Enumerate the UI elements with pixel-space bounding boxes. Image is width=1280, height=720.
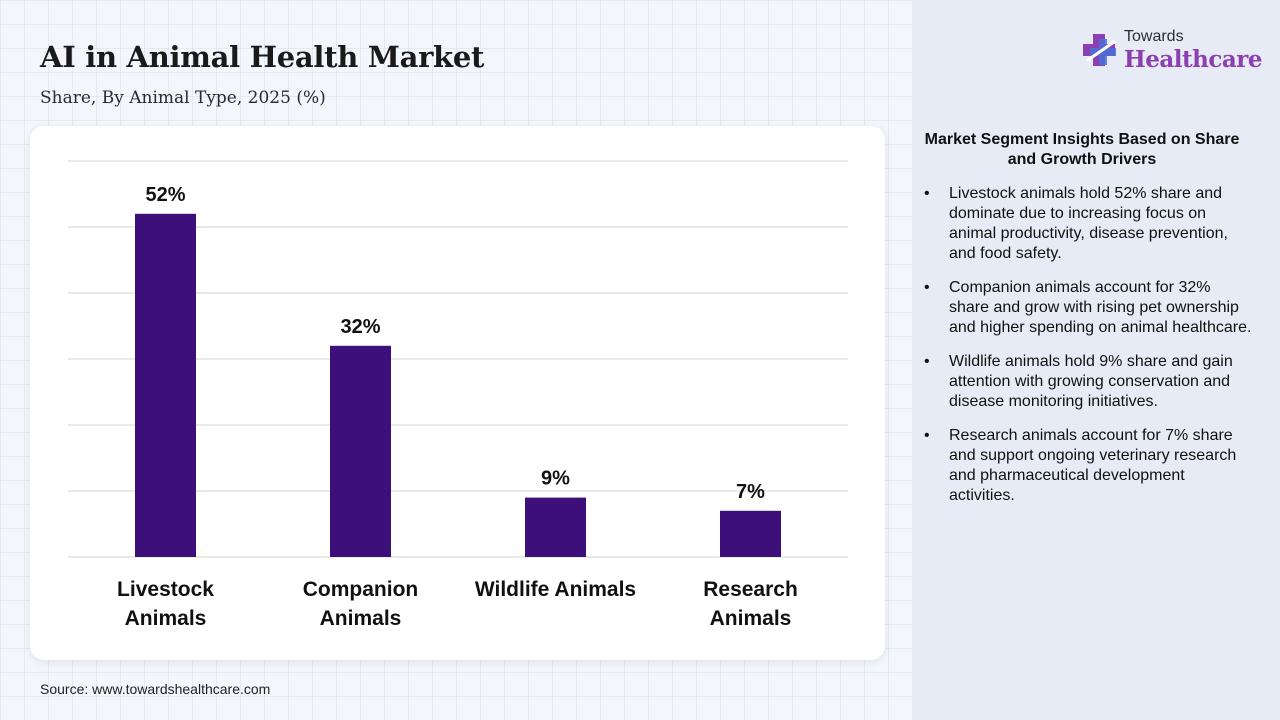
chart-title: AI in Animal Health Market (40, 40, 485, 74)
data-label: 32% (340, 316, 380, 338)
logo-top-text: Towards (1124, 28, 1184, 45)
logo-main-text: Healthcare (1124, 46, 1263, 73)
insight-item: • Livestock animals hold 52% share and do… (922, 184, 1252, 264)
bar (135, 213, 196, 558)
insight-text: Companion animals account for 32% share … (949, 279, 1252, 336)
insight-text: Livestock animals hold 52% share and dom… (949, 185, 1228, 262)
source-text: Source: www.towardshealthcare.com (40, 681, 271, 697)
category-label: Companion (303, 578, 419, 601)
bullet-icon: • (924, 353, 930, 370)
insights-panel (912, 0, 1280, 720)
category-label: Animals (710, 607, 792, 630)
data-label: 52% (145, 184, 185, 206)
logo: Towards Healthcare (1080, 28, 1263, 78)
bar (525, 497, 586, 557)
insights-title: Market Segment Insights Based on Share a… (924, 131, 1240, 168)
insight-item: • Wildlife animals hold 9% share and gain… (922, 352, 1252, 412)
category-label: Wildlife Animals (475, 578, 636, 601)
data-label: 9% (541, 468, 570, 490)
bullet-icon: • (924, 185, 930, 202)
bullet-icon: • (924, 279, 930, 296)
insight-item: • Research animals account for 7% share a… (922, 426, 1252, 506)
chart-subtitle: Share, By Animal Type, 2025 (%) (40, 88, 326, 108)
medical-cross-logo-icon (1083, 34, 1116, 66)
category-label: Animals (125, 607, 207, 630)
insight-item: • Companion animals account for 32% share… (922, 278, 1252, 338)
bar-chart: 52% Livestock Animals 32% Companion Animals 9%… (68, 160, 848, 630)
data-label: 7% (736, 481, 765, 503)
category-label: Research (703, 578, 798, 601)
insight-text: Wildlife animals hold 9% share and gain … (949, 353, 1233, 410)
bar (330, 345, 391, 557)
category-label: Livestock (117, 578, 214, 601)
category-label: Animals (320, 607, 402, 630)
chart-card: 52% Livestock Animals 32% Companion Animals 9%… (30, 126, 885, 660)
insight-text: Research animals account for 7% share an… (949, 427, 1237, 504)
bar (720, 510, 781, 557)
bullet-icon: • (924, 427, 930, 444)
insights-list: • Livestock animals hold 52% share and do… (922, 184, 1252, 520)
